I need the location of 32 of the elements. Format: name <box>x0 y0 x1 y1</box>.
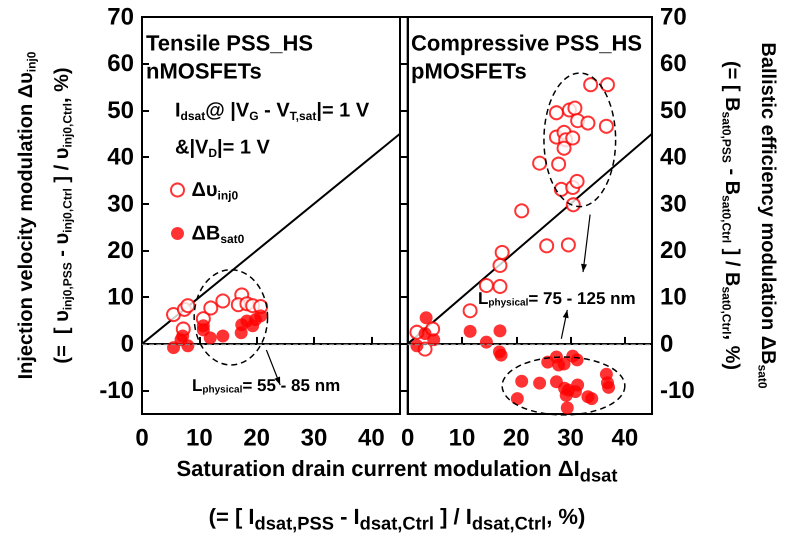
y-tick-label: 70 <box>107 4 134 30</box>
y-tick-label: -10 <box>99 377 134 404</box>
x-tick-label: 20 <box>243 424 270 452</box>
y2-tick-label: 20 <box>660 237 687 264</box>
y-tick-label: 30 <box>107 190 134 218</box>
y-tick-label: 60 <box>107 50 134 78</box>
text: Compressive PSS_HS <box>411 30 642 56</box>
y2-tick-label: 40 <box>660 144 687 171</box>
y2-tick-label: 0 <box>660 330 674 358</box>
x-tick-label: 30 <box>557 424 584 452</box>
y2-tick-label: 70 <box>660 4 687 30</box>
x-tick-label: 10 <box>186 424 213 452</box>
y-tick-label: 40 <box>107 144 134 171</box>
text: pMOSFETs <box>411 58 527 84</box>
y2-tick-label: -10 <box>660 377 695 404</box>
y2-tick-label: 50 <box>660 96 687 124</box>
x-tick-label: 40 <box>358 424 385 452</box>
x-tick-label: 30 <box>300 424 328 452</box>
y2-tick-label: 60 <box>660 50 687 78</box>
x-tick-label: 40 <box>612 424 638 452</box>
y2-tick-label: 10 <box>660 284 687 311</box>
text: Saturation drain current modulation ΔI$_{dsat}$ (= [ I$_{dsat,PSS}$ - I$_{dsat,Ctrl}$ ] / I$_{dsat,Ctrl}$, %) <box>176 456 618 534</box>
y-tick-label: 0 <box>120 330 134 358</box>
x-tick-label: 10 <box>448 424 476 452</box>
x-tick-label: 20 <box>502 424 530 452</box>
y-tick-label: 50 <box>107 96 134 124</box>
text: nMOSFETs <box>146 58 262 84</box>
y-tick-label: 10 <box>107 284 134 311</box>
x-tick-label: 0 <box>400 424 414 452</box>
y2-tick-label: 30 <box>660 190 687 218</box>
y-tick-label: 20 <box>107 237 134 264</box>
text: Tensile PSS_HS <box>146 30 314 56</box>
